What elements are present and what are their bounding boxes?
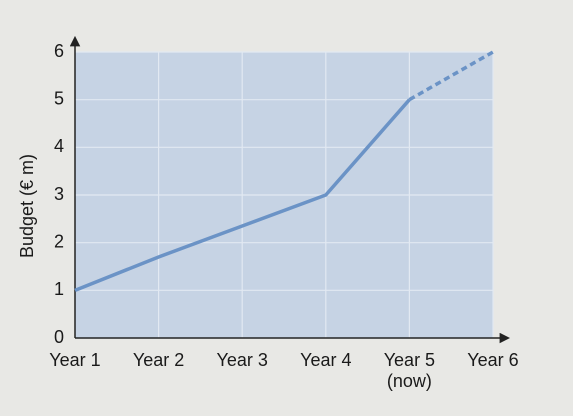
x-tick-label: Year 3 [216, 350, 268, 370]
y-tick-label: 3 [54, 184, 64, 204]
x-tick-label: Year 6 [467, 350, 519, 370]
x-tick-label: Year 4 [300, 350, 352, 370]
x-tick-label: Year 1 [49, 350, 101, 370]
y-tick-label: 2 [54, 231, 64, 251]
data-line [74, 98, 411, 292]
y-tick-label: 0 [54, 327, 64, 347]
y-axis-label: Budget (€ m) [17, 154, 37, 258]
y-tick-label: 5 [54, 88, 64, 108]
x-tick-label: Year 5 (now) [383, 350, 436, 391]
y-tick-label: 6 [54, 41, 64, 61]
x-tick-label: Year 2 [132, 350, 185, 370]
y-tick-label: 4 [54, 136, 64, 156]
data-line [408, 50, 494, 102]
y-tick-label: 1 [54, 279, 64, 299]
